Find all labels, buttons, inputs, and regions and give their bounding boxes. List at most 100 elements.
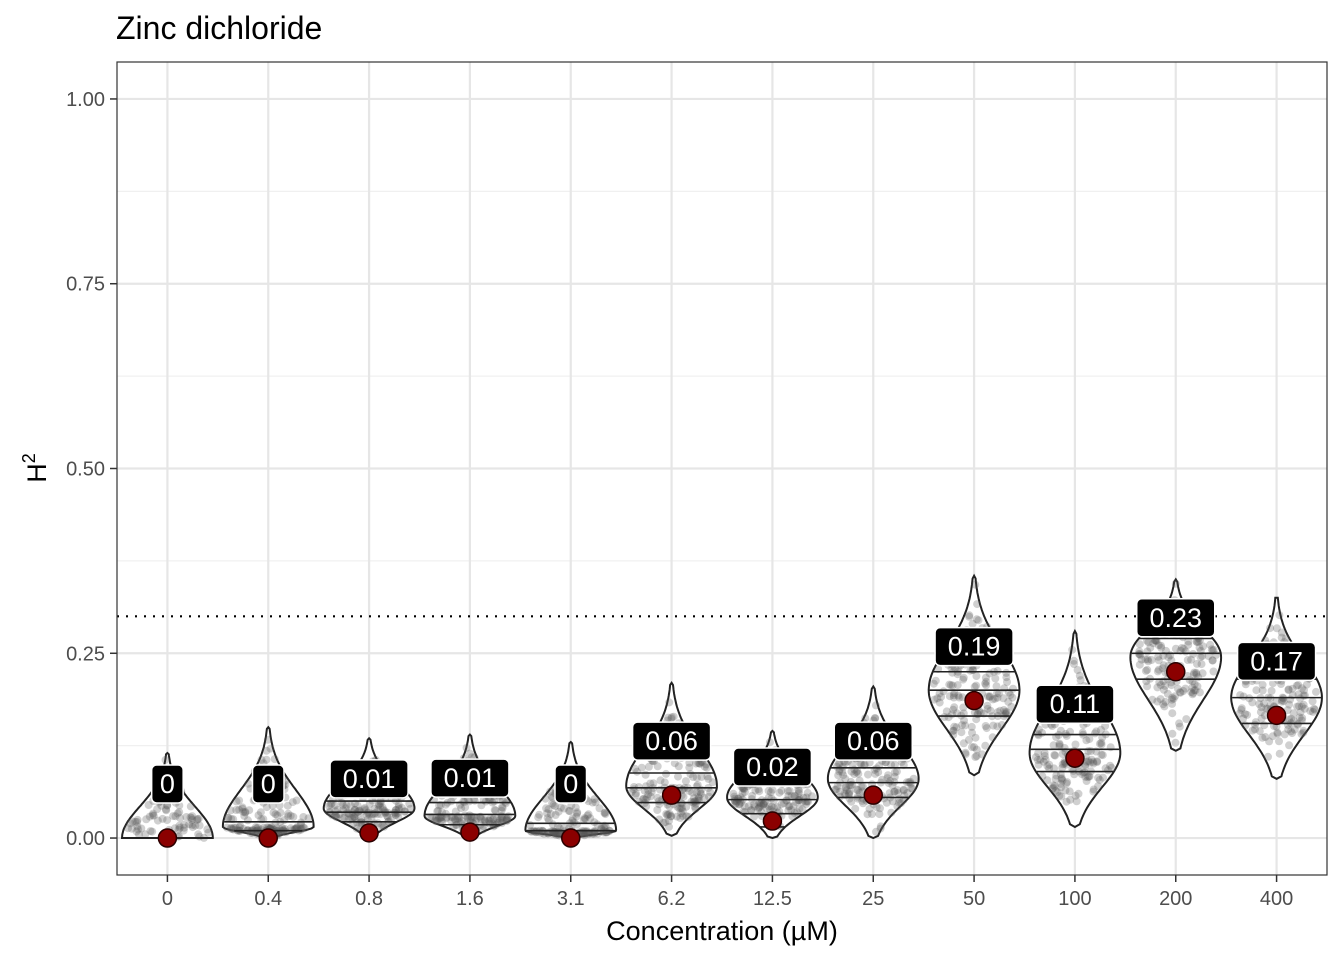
violin-point: [769, 803, 778, 812]
violin-point: [350, 813, 359, 822]
violin-body: [927, 573, 1021, 777]
violin-point: [497, 814, 506, 823]
violin-point: [1157, 641, 1165, 650]
violin-point: [1287, 714, 1296, 723]
violin-point: [1043, 762, 1052, 771]
violin-point: [1184, 640, 1193, 649]
violin-point: [600, 809, 609, 818]
violin-point: [854, 769, 863, 778]
violin-point: [906, 777, 915, 786]
violin-point: [1309, 707, 1317, 716]
violin-point: [803, 788, 812, 797]
violin-point: [1256, 708, 1265, 717]
violin-point: [1094, 782, 1103, 791]
violin-point: [222, 823, 231, 832]
violin-point: [548, 799, 557, 808]
violin-point: [1272, 624, 1281, 633]
violin-point: [1089, 759, 1098, 768]
violin-point: [1157, 643, 1166, 652]
violin-point: [1159, 685, 1168, 694]
violin-point: [378, 821, 387, 830]
violin-point: [460, 811, 469, 820]
violin-point: [1198, 669, 1207, 678]
violin-point: [838, 768, 847, 776]
violin-point: [1192, 670, 1201, 679]
violin-point: [1312, 687, 1320, 696]
violin-point: [694, 792, 703, 801]
violin-point: [325, 801, 333, 810]
violin-point: [1288, 684, 1297, 693]
violin-point: [795, 804, 804, 813]
violin-point: [580, 831, 589, 840]
violin-point: [775, 788, 784, 797]
violin-point: [1297, 702, 1306, 711]
violin-point: [1260, 721, 1269, 730]
violin-point: [432, 814, 441, 822]
violin-point: [1002, 708, 1011, 717]
violin-point: [502, 816, 511, 825]
point-estimate: [258, 828, 278, 848]
violin-point: [383, 812, 392, 821]
violin-point: [630, 764, 639, 773]
violin-point: [1168, 729, 1177, 738]
y-tick-label: 0.00: [66, 828, 105, 850]
violin-point: [1084, 772, 1093, 781]
violin-point: [684, 812, 693, 821]
violin-point: [1049, 741, 1058, 750]
violin-point: [137, 824, 146, 833]
violin-point: [748, 791, 757, 800]
violin-point: [750, 812, 759, 821]
violin-point: [339, 800, 347, 809]
estimate-label: 0.23: [1136, 598, 1216, 638]
violin-point: [703, 772, 712, 781]
violin-point: [959, 675, 968, 684]
violin-point: [1260, 699, 1268, 708]
violin-point: [127, 824, 136, 833]
violin-point: [874, 768, 883, 777]
estimate-label-box: [934, 626, 1014, 667]
violin-point: [978, 750, 987, 759]
estimate-label: 0.01: [430, 758, 510, 798]
violin-point: [1275, 737, 1283, 746]
violin-point: [644, 762, 653, 771]
violin-point: [706, 788, 715, 797]
violin-point: [1148, 695, 1157, 704]
violin-point: [968, 743, 976, 752]
violin-point: [655, 815, 664, 824]
violin-point: [1071, 740, 1080, 749]
violin-point: [591, 798, 600, 807]
violin-point: [124, 824, 132, 833]
violin-point: [1087, 755, 1096, 764]
violin-point: [593, 820, 602, 829]
violin-point: [1289, 709, 1298, 718]
violin-point: [702, 763, 711, 772]
violin-point: [1255, 700, 1264, 709]
violin-point: [146, 827, 155, 836]
violin-point: [1241, 680, 1250, 689]
violin-point: [363, 809, 372, 817]
estimate-label-box: [251, 764, 285, 804]
violin-point: [1055, 791, 1064, 800]
violin-point: [1098, 751, 1107, 760]
violin-point: [299, 823, 308, 832]
violin-point: [1171, 692, 1179, 701]
violin-point: [490, 797, 499, 806]
violin-point: [856, 759, 864, 768]
violin-point: [885, 789, 894, 798]
violin-point: [692, 773, 701, 782]
estimate-label: 0.11: [1035, 684, 1115, 724]
violin-point: [1003, 678, 1011, 686]
violin-point: [153, 805, 162, 814]
violin-point: [279, 825, 288, 834]
violin-point: [451, 815, 460, 824]
violin-point: [193, 815, 202, 823]
violin-point: [947, 664, 956, 673]
violin-point: [754, 803, 763, 812]
violin-point: [186, 813, 195, 822]
violin-point: [835, 767, 844, 776]
estimate-label: 0: [150, 764, 184, 804]
violin-point: [757, 801, 766, 810]
violin-point: [1187, 688, 1196, 697]
violin-point: [1008, 693, 1017, 702]
violin-point: [1279, 697, 1288, 706]
